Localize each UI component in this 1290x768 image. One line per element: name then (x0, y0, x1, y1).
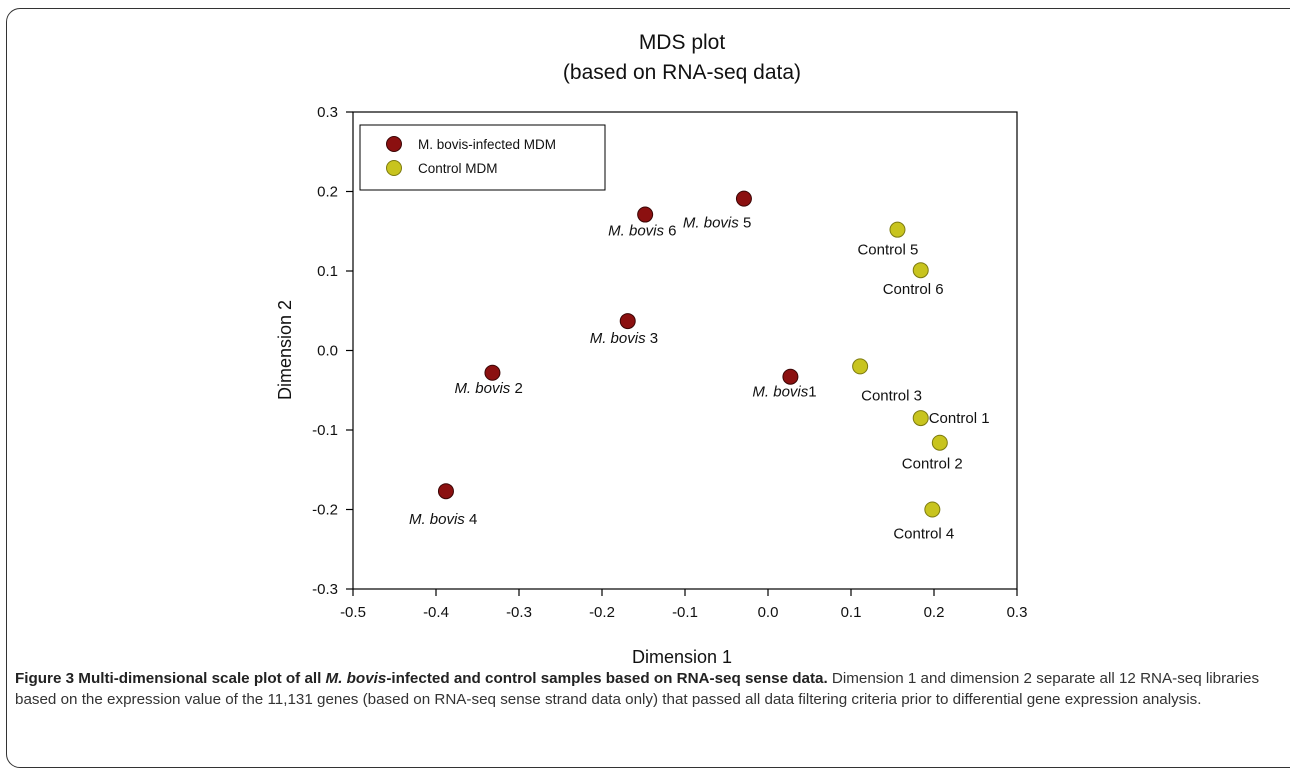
sample-label-number: 3 (646, 330, 659, 347)
x-tick-label: 0.1 (841, 604, 862, 621)
x-tick-label: -0.3 (506, 604, 532, 621)
sample-label-species: M. bovis (590, 330, 646, 347)
mds-chart: MDS plot (based on RNA-seq data) -0.5 -0.… (275, 31, 1027, 667)
infected-sample-label: M. bovis 3 (590, 330, 658, 347)
control-sample-point (912, 410, 929, 427)
control-sample-label: Control 2 (902, 456, 963, 473)
x-tick-label: -0.4 (423, 604, 449, 621)
x-tick-label: 0.0 (758, 604, 779, 621)
y-tick-label: 0.1 (317, 263, 338, 280)
caption-title-end: -infected and control samples based on R… (386, 670, 828, 687)
control-sample-point (924, 501, 941, 518)
y-axis-label: Dimension 2 (275, 300, 295, 400)
control-sample-point (931, 434, 948, 451)
x-tick-label: -0.2 (589, 604, 615, 621)
legend-marker-infected (386, 136, 402, 152)
infected-sample-point (484, 364, 501, 381)
y-tick-label: -0.2 (312, 502, 338, 519)
axes: -0.5 -0.4 -0.3 -0.2 -0.1 0.0 0.1 0.2 0.3 0.3 0.2 0.… (312, 104, 1027, 621)
infected-sample-label: M. bovis 2 (454, 380, 522, 397)
legend: M. bovis-infected MDM Control MDM (359, 124, 606, 191)
sample-label-species: M. bovis (608, 223, 664, 240)
control-sample-point (852, 358, 869, 375)
infected-sample-point (782, 368, 799, 385)
figure-caption: Figure 3 Multi-dimensional scale plot of… (15, 668, 1277, 710)
infected-sample-point (637, 206, 654, 223)
infected-sample-point (437, 483, 454, 500)
legend-label-infected: M. bovis-infected MDM (418, 137, 556, 152)
legend-label-control: Control MDM (418, 161, 498, 176)
sample-label-species: M. bovis (752, 384, 808, 401)
control-sample-point (889, 221, 906, 238)
chart-subtitle: (based on RNA-seq data) (563, 61, 801, 84)
sample-label-number: 2 (510, 380, 523, 397)
control-sample-label: Control 3 (861, 387, 922, 404)
control-sample-label: Control 4 (893, 526, 954, 543)
sample-label-species: M. bovis (409, 511, 465, 528)
y-tick-label: 0.3 (317, 104, 338, 121)
x-tick-label: 0.2 (924, 604, 945, 621)
sample-label-number: 5 (739, 215, 752, 232)
control-sample-label: Control 5 (857, 242, 918, 259)
control-sample-point (912, 262, 929, 279)
x-tick-label: -0.5 (340, 604, 366, 621)
sample-label-species: M. bovis (454, 380, 510, 397)
control-sample-label: Control 6 (883, 281, 944, 298)
y-tick-label: 0.0 (317, 343, 338, 360)
legend-marker-control (386, 160, 402, 176)
infected-sample-label: M. bovis 4 (409, 511, 477, 528)
caption-title-italic: M. bovis (325, 670, 387, 687)
infected-sample-point (619, 313, 636, 330)
y-tick-label: -0.3 (312, 581, 338, 598)
y-tick-label: 0.2 (317, 184, 338, 201)
infected-sample-label: M. bovis1 (752, 384, 816, 401)
chart-title: MDS plot (639, 31, 726, 54)
infected-sample-label: M. bovis 6 (608, 223, 676, 240)
x-tick-label: 0.3 (1007, 604, 1028, 621)
x-tick-label: -0.1 (672, 604, 698, 621)
sample-label-number: 4 (465, 511, 478, 528)
caption-title-start: Figure 3 Multi-dimensional scale plot of… (15, 670, 326, 687)
y-tick-label: -0.1 (312, 422, 338, 439)
x-axis-label: Dimension 1 (632, 647, 732, 667)
sample-label-species: M. bovis (683, 215, 739, 232)
caption-title: Figure 3 Multi-dimensional scale plot of… (15, 670, 828, 687)
sample-label-number: 1 (808, 384, 816, 401)
control-sample-label: Control 1 (929, 410, 990, 427)
legend-box (359, 124, 606, 191)
infected-sample-label: M. bovis 5 (683, 215, 751, 232)
sample-label-number: 6 (664, 223, 677, 240)
infected-sample-point (735, 190, 752, 207)
caption-body: Dimension 1 and dimension 2 separate all… (15, 670, 1260, 708)
